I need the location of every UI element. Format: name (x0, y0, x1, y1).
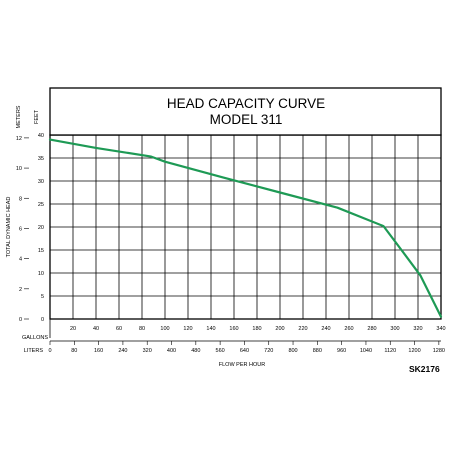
x-tick-label-liters: 1040 (360, 348, 372, 354)
x-tick-label-gallons: 300 (390, 326, 399, 332)
y-unit-feet: FEET (34, 109, 40, 124)
x-tick-label-gallons: 180 (252, 326, 261, 332)
x-tick-label-liters: 80 (71, 348, 77, 354)
x-tick-label-gallons: 120 (183, 326, 192, 332)
figure-code: SK2176 (409, 364, 440, 374)
x-tick-label-gallons: 280 (367, 326, 376, 332)
x-tick-label-liters: 400 (167, 348, 176, 354)
x-unit-gallons: GALLONS (22, 335, 48, 341)
x-tick-label-liters: 880 (313, 348, 322, 354)
y-axis-label: TOTAL DYNAMIC HEAD (6, 197, 12, 258)
x-tick-label-gallons: 200 (275, 326, 284, 332)
x-tick-label-liters: 800 (288, 348, 297, 354)
y-unit-meters: METERS (16, 105, 22, 128)
series-layer (48, 138, 443, 318)
y-tick-label-meters: 6 (19, 226, 22, 232)
x-tick-label-gallons: 240 (321, 326, 330, 332)
head-capacity-curve (48, 138, 443, 318)
y-tick-label-meters: 0 (19, 317, 22, 323)
y-tick-label-feet: 5 (41, 294, 44, 300)
x-tick-label-liters: 640 (240, 348, 249, 354)
x-tick-label-gallons: 40 (93, 326, 99, 332)
y-tick-label-meters: 10 (16, 166, 22, 172)
y-axis-meters-ticks: 0 2 4 6 8 10 12 (16, 136, 29, 323)
y-tick-label-feet: 10 (38, 271, 44, 277)
x-tick-label-gallons: 140 (206, 326, 215, 332)
x-tick-label-gallons: 220 (298, 326, 307, 332)
x-tick-label-liters: 720 (264, 348, 273, 354)
chart-title-line-2: MODEL 311 (210, 112, 283, 127)
x-tick-label-liters: 0 (48, 348, 51, 354)
x-tick-label-gallons: 160 (229, 326, 238, 332)
y-tick-label-meters: 2 (19, 287, 22, 293)
x-tick-label-liters: 320 (143, 348, 152, 354)
x-axis-gallons-ticks: 20 40 60 80 100 120 140 160 180 200 220 240 260 280 30… (70, 326, 446, 332)
x-tick-label-liters: 1120 (384, 348, 396, 354)
x-unit-liters: LITERS (24, 348, 44, 354)
y-tick-label-feet: 0 (41, 317, 44, 323)
x-axis-label: FLOW PER HOUR (219, 362, 265, 368)
x-tick-label-gallons: 60 (116, 326, 122, 332)
x-tick-label-liters: 960 (337, 348, 346, 354)
x-tick-label-gallons: 260 (344, 326, 353, 332)
x-tick-label-gallons: 340 (436, 326, 445, 332)
y-tick-label-meters: 4 (19, 257, 22, 263)
y-tick-label-meters: 12 (16, 136, 22, 142)
y-tick-label-feet: 40 (38, 133, 44, 139)
y-tick-label-feet: 20 (38, 225, 44, 231)
x-tick-label-liters: 160 (94, 348, 103, 354)
title-box (49, 87, 442, 136)
chart-grid (50, 135, 441, 319)
x-tick-label-liters: 240 (118, 348, 127, 354)
x-tick-label-liters: 560 (216, 348, 225, 354)
x-tick-label-liters: 480 (191, 348, 200, 354)
x-tick-label-gallons: 100 (160, 326, 169, 332)
x-tick-label-liters: 1200 (408, 348, 420, 354)
y-tick-label-meters: 8 (19, 196, 22, 202)
y-tick-label-feet: 35 (38, 156, 44, 162)
y-tick-label-feet: 25 (38, 202, 44, 208)
y-tick-label-feet: 15 (38, 248, 44, 254)
x-axis-liters-ticks: 0 80 160 240 320 400 480 560 640 720 800 880 960 1040… (48, 341, 445, 354)
x-tick-label-gallons: 320 (413, 326, 422, 332)
y-axis-feet-ticks: 0 5 10 15 20 25 30 35 40 (38, 133, 44, 323)
chart-title-line-1: HEAD CAPACITY CURVE (167, 96, 325, 111)
y-tick-label-feet: 30 (38, 179, 44, 185)
x-tick-label-gallons: 20 (70, 326, 76, 332)
x-tick-label-liters: 1280 (433, 348, 445, 354)
x-tick-label-gallons: 80 (139, 326, 145, 332)
